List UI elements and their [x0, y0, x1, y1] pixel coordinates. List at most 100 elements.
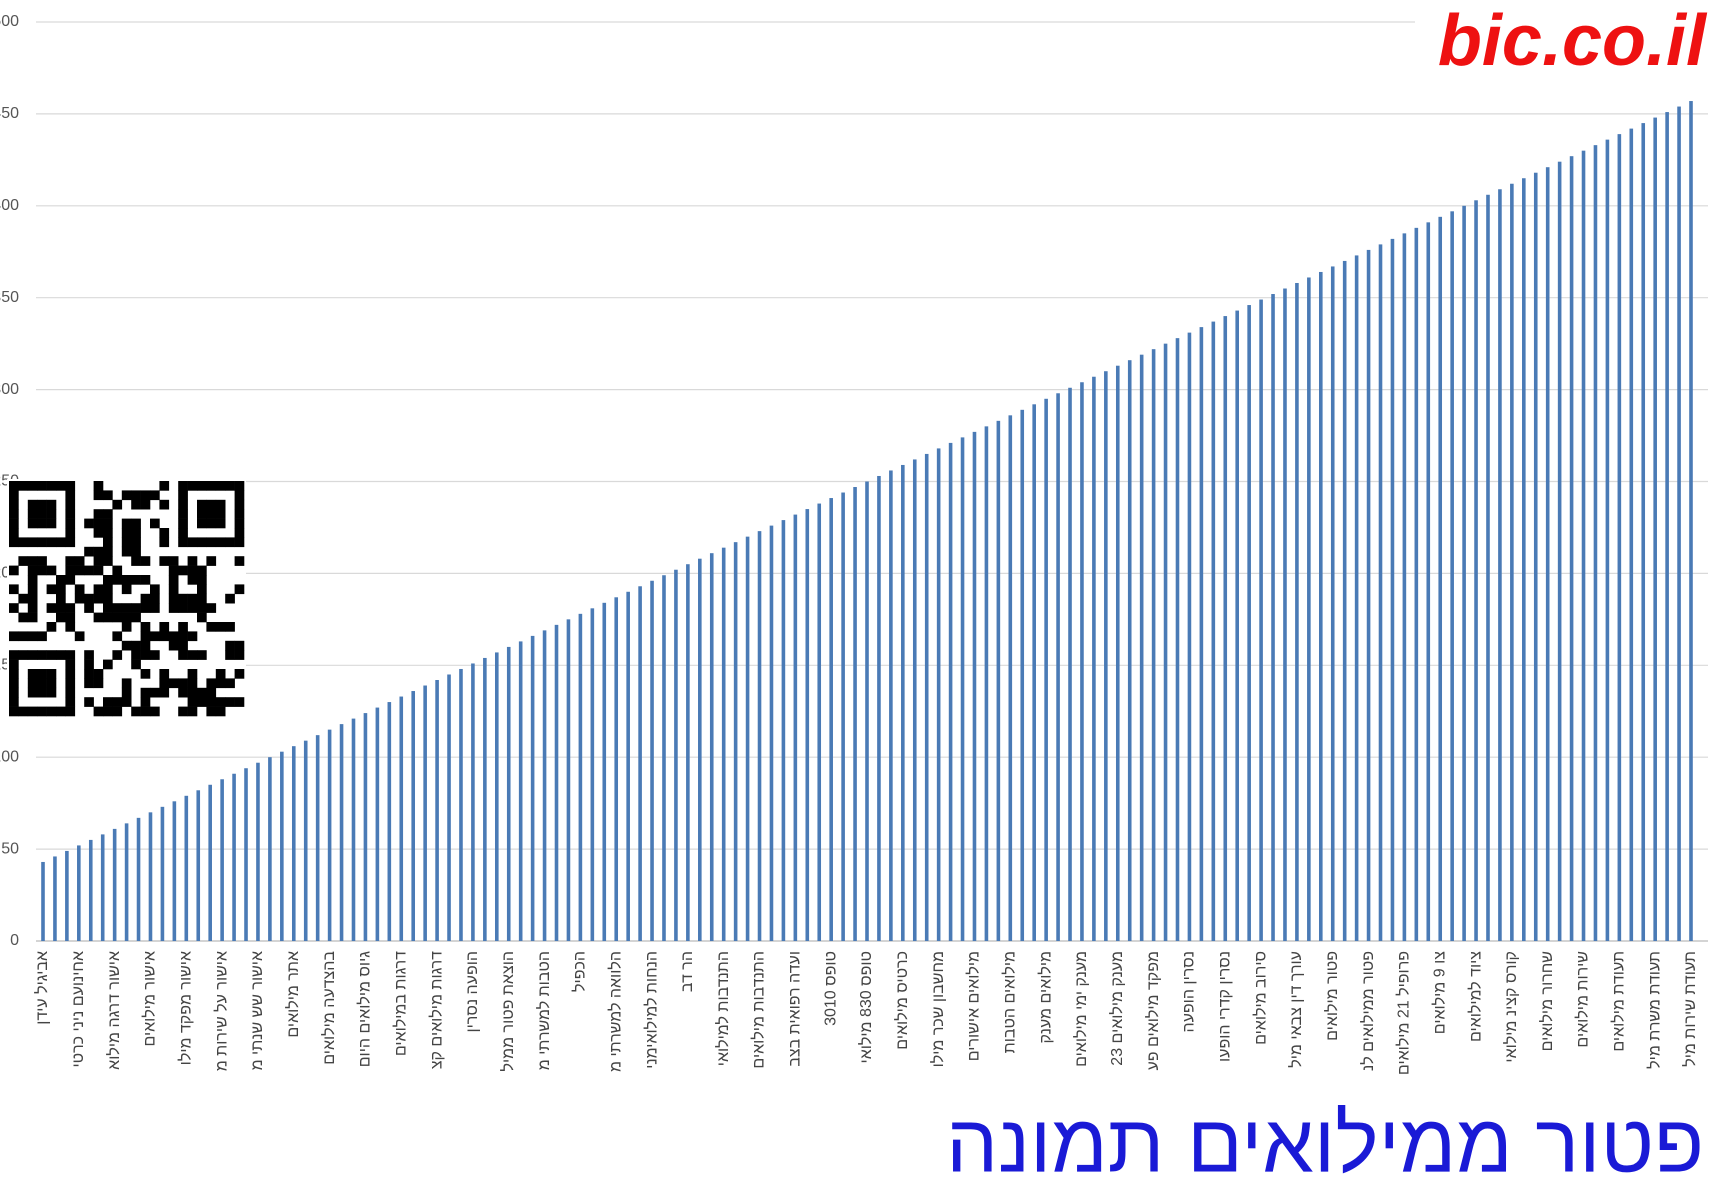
- qr-module: [187, 537, 198, 548]
- watermark: bic.co.il: [1438, 1, 1708, 81]
- qr-module: [225, 678, 235, 689]
- qr-module: [27, 678, 38, 689]
- qr-module: [140, 556, 151, 566]
- qr-module: [197, 509, 207, 519]
- bar: [280, 751, 284, 941]
- qr-module: [140, 697, 151, 707]
- qr-module: [140, 706, 151, 717]
- qr-module: [206, 678, 217, 689]
- x-tick-label: קורס קצינ מילואי: [1502, 951, 1520, 1063]
- qr-module: [103, 546, 113, 557]
- bar: [1426, 222, 1431, 942]
- bar: [1378, 244, 1383, 941]
- qr-module: [46, 603, 57, 613]
- x-tick-label: נסרין הופעה: [1181, 951, 1198, 1033]
- qr-module: [178, 631, 188, 642]
- x-tick-label: פטור מילואים: [1323, 951, 1341, 1041]
- bar: [614, 597, 619, 941]
- bar: [638, 586, 642, 941]
- bar: [972, 431, 977, 941]
- qr-module: [159, 678, 170, 689]
- qr-module: [159, 499, 170, 510]
- qr-module: [225, 697, 235, 707]
- qr-module: [215, 697, 226, 707]
- bar: [327, 729, 332, 941]
- bar: [411, 691, 416, 941]
- bar: [793, 514, 798, 941]
- qr-module: [187, 706, 198, 717]
- qr-module: [65, 565, 76, 576]
- qr-module: [27, 603, 38, 613]
- qr-module: [103, 509, 113, 519]
- qr-module: [103, 575, 113, 585]
- x-tick-label: דרגות במילואים: [391, 951, 409, 1056]
- qr-module: [178, 603, 188, 613]
- x-tick-label: ציוד למילואים: [1466, 951, 1484, 1042]
- qr-module: [9, 509, 19, 519]
- qr-module: [131, 518, 141, 529]
- qr-module: [46, 481, 57, 491]
- qr-module: [27, 650, 38, 660]
- qr-module: [197, 565, 207, 576]
- qr-module: [46, 509, 57, 519]
- bar: [566, 619, 571, 941]
- qr-module: [150, 518, 160, 529]
- bar: [1092, 376, 1096, 941]
- qr-module: [140, 669, 151, 679]
- y-tick-label: 500: [0, 13, 19, 30]
- qr-module: [178, 481, 188, 491]
- x-tick-label: תעודת משרת מיל: [1645, 951, 1663, 1069]
- qr-module: [215, 499, 226, 510]
- qr-module: [93, 565, 104, 576]
- qr-module: [84, 697, 94, 707]
- qr-module: [121, 640, 132, 651]
- bar: [315, 735, 320, 941]
- bar: [901, 464, 905, 941]
- qr-module: [131, 537, 141, 548]
- qr-module: [225, 481, 235, 491]
- qr-module: [121, 546, 132, 557]
- bar: [1080, 382, 1084, 941]
- y-tick-label: 300: [0, 381, 19, 398]
- qr-module: [187, 575, 198, 585]
- x-tick-label: אישור על שירות מ: [212, 951, 230, 1071]
- qr-module: [131, 650, 141, 660]
- bar: [208, 784, 212, 941]
- x-tick-label: דרגות מילואים קצ: [427, 951, 445, 1069]
- qr-module: [187, 650, 198, 660]
- qr-module: [9, 584, 19, 595]
- qr-module: [18, 631, 29, 642]
- bar: [1677, 106, 1681, 942]
- bar: [1522, 178, 1526, 942]
- qr-module: [93, 518, 104, 529]
- qr-module: [9, 499, 19, 510]
- bar: [435, 680, 439, 941]
- bar: [996, 420, 1001, 941]
- qr-module: [18, 556, 29, 566]
- qr-module: [234, 650, 245, 660]
- qr-module: [103, 518, 113, 529]
- qr-module: [140, 687, 151, 698]
- qr-module: [93, 528, 104, 538]
- qr-module: [93, 593, 104, 604]
- bar: [542, 630, 547, 941]
- qr-module: [56, 593, 66, 604]
- bar: [494, 652, 499, 941]
- bar: [686, 564, 690, 941]
- qr-module: [56, 481, 66, 491]
- x-tick-label: מחשבון שכר מילו: [929, 951, 947, 1067]
- x-tick-label: אביגיל עידן: [33, 951, 51, 1025]
- x-tick-label: פרופיל 21 מילואים: [1395, 951, 1413, 1075]
- bar: [363, 713, 368, 941]
- qr-module: [27, 509, 38, 519]
- qr-module: [56, 584, 66, 595]
- qr-module: [121, 622, 132, 632]
- qr-module: [27, 706, 38, 717]
- qr-module: [121, 518, 132, 529]
- bar: [960, 437, 965, 941]
- qr-module: [84, 546, 94, 557]
- y-tick-label: 0: [10, 932, 19, 949]
- qr-module: [46, 518, 57, 529]
- qr-module: [159, 622, 170, 632]
- bar: [1390, 238, 1395, 941]
